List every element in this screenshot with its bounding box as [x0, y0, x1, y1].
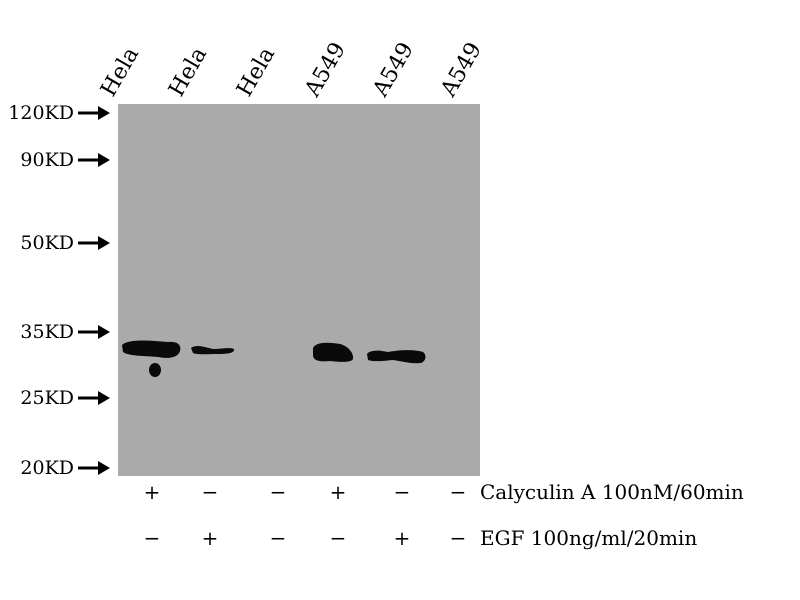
lane-label-5: A549: [368, 38, 419, 101]
calyculin-sign-lane-4: +: [329, 480, 347, 504]
calyculin-sign-lane-1: +: [143, 480, 161, 504]
egf-sign-lane-1: −: [143, 526, 161, 550]
calyculin-sign-lane-5: −: [393, 480, 411, 504]
band-lane-2: [191, 346, 235, 355]
arrow-right-icon: [78, 236, 110, 250]
lane-label-6: A549: [436, 38, 487, 101]
calyculin-sign-lane-3: −: [269, 480, 287, 504]
egf-sign-lane-6: −: [449, 526, 467, 550]
band-lane-4: [313, 342, 354, 362]
band-lane-5: [367, 350, 426, 364]
blot-membrane: [118, 104, 480, 476]
lane-label-3: Hela: [232, 43, 281, 101]
marker-label-35kd: 35KD: [20, 321, 74, 343]
arrow-right-icon: [78, 325, 110, 339]
lane-label-2: Hela: [164, 43, 213, 101]
egf-sign-lane-5: +: [393, 526, 411, 550]
calyculin-sign-lane-2: −: [201, 480, 219, 504]
lane-label-4: A549: [300, 38, 351, 101]
marker-label-90kd: 90KD: [20, 149, 74, 171]
marker-label-25kd: 25KD: [20, 387, 74, 409]
arrow-right-icon: [78, 461, 110, 475]
band-lane-1: [122, 340, 181, 377]
calyculin-treatment-label: Calyculin A 100nM/60min: [480, 480, 744, 504]
lane-label-1: Hela: [96, 43, 145, 101]
membrane-background: [118, 104, 480, 476]
egf-sign-lane-2: +: [201, 526, 219, 550]
arrow-right-icon: [78, 106, 110, 120]
marker-label-20kd: 20KD: [20, 457, 74, 479]
marker-label-50kd: 50KD: [20, 232, 74, 254]
calyculin-sign-lane-6: −: [449, 480, 467, 504]
egf-treatment-label: EGF 100ng/ml/20min: [480, 526, 698, 550]
arrow-right-icon: [78, 391, 110, 405]
arrow-right-icon: [78, 153, 110, 167]
egf-sign-lane-4: −: [329, 526, 347, 550]
marker-label-120kd: 120KD: [8, 102, 74, 124]
egf-sign-lane-3: −: [269, 526, 287, 550]
